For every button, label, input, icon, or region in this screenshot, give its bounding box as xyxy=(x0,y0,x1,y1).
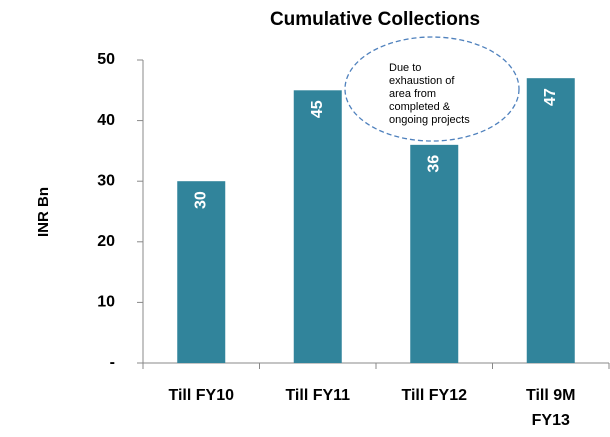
annotation-text: ongoing projects xyxy=(389,114,470,126)
y-tick-label: 20 xyxy=(97,233,115,250)
x-tick-label-line: FY13 xyxy=(532,412,570,429)
annotation-text: completed & xyxy=(389,101,451,113)
data-label: 30 xyxy=(192,191,209,209)
data-label: 45 xyxy=(309,100,326,118)
x-tick-label: Till FY10 xyxy=(168,387,234,404)
x-tick-label-line: Till 9M xyxy=(526,387,576,404)
x-tick-label: Till FY12 xyxy=(401,387,467,404)
annotation-text: Due to xyxy=(389,62,421,74)
data-label: 36 xyxy=(425,155,442,173)
y-axis-label: INR Bn xyxy=(35,187,52,237)
bar xyxy=(293,90,342,364)
annotation-ellipse xyxy=(344,36,520,142)
annotation-text: exhaustion of xyxy=(389,75,455,87)
data-label: 47 xyxy=(542,88,559,106)
y-tick-label: 50 xyxy=(97,51,115,68)
y-tick-label: - xyxy=(110,354,115,371)
y-tick-label: 30 xyxy=(97,172,115,189)
annotation-text: area from xyxy=(389,88,436,100)
chart-title: Cumulative Collections xyxy=(270,9,480,30)
x-tick-label: Till FY11 xyxy=(285,387,350,404)
bar xyxy=(410,144,459,363)
bar xyxy=(526,78,575,364)
x-tick-label: Till 9M FY13 xyxy=(526,387,576,429)
y-tick-label: 40 xyxy=(97,112,115,129)
y-tick-label: 10 xyxy=(97,294,115,311)
bar xyxy=(177,181,226,363)
